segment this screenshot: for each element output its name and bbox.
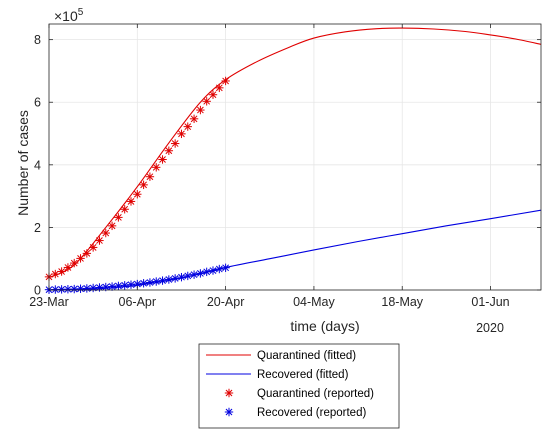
y-tick-label: 8	[34, 33, 41, 47]
legend-item: Recovered (reported)	[224, 407, 366, 419]
data-point	[95, 236, 104, 245]
data-point	[196, 269, 205, 278]
data-point	[221, 263, 230, 272]
data-point	[189, 270, 199, 279]
data-point	[208, 90, 218, 99]
legend-label: Quarantined (reported)	[257, 388, 374, 400]
y-axis-label: Number of cases	[15, 110, 31, 216]
data-point	[126, 197, 136, 206]
data-point	[145, 278, 155, 287]
axes-background	[49, 24, 541, 290]
data-point	[63, 263, 73, 272]
series-recovered-reported	[44, 263, 230, 294]
y-tick-label: 6	[34, 96, 41, 110]
data-point	[208, 266, 218, 275]
x-tick-label: 01-Jun	[471, 295, 509, 309]
data-point	[224, 407, 234, 417]
data-point	[139, 180, 148, 190]
data-point	[133, 190, 142, 199]
data-point	[107, 282, 117, 291]
x-year-label: 2020	[476, 321, 504, 335]
data-point	[145, 172, 155, 181]
legend-item: Quarantined (reported)	[224, 388, 374, 400]
data-point	[215, 264, 224, 274]
data-point	[120, 205, 129, 214]
data-point	[183, 271, 192, 281]
data-point	[170, 274, 180, 283]
series-quarantined-reported	[44, 76, 230, 282]
legend-item: Quarantined (fitted)	[206, 350, 356, 362]
x-tick-label: 18-May	[381, 295, 423, 309]
data-point	[221, 76, 230, 86]
y-tick-label: 2	[34, 221, 41, 235]
series-line	[48, 27, 542, 278]
data-point	[107, 221, 117, 231]
data-point	[70, 258, 79, 268]
data-point	[196, 105, 205, 115]
x-tick-label: 20-Apr	[207, 295, 245, 309]
y-tick-label: 0	[34, 284, 41, 298]
data-point	[82, 249, 92, 258]
plot-area: 23-Mar 06-Apr 20-Apr 04-May 18-May 01-Jun 0 2 4 6…	[29, 23, 542, 309]
data-point	[202, 267, 211, 277]
data-point	[183, 122, 192, 131]
data-point	[224, 388, 234, 398]
series-recovered-fitted	[48, 209, 542, 291]
axes-text: ×105 time (days) Number of cases 2020	[15, 7, 504, 335]
x-tick-label: 23-Mar	[29, 295, 69, 309]
series-layer	[44, 27, 542, 294]
x-tick-label: 04-May	[293, 295, 335, 309]
y-exponent-label: ×105	[54, 7, 84, 24]
legend: Quarantined (fitted) Recovered (fitted) Qu…	[198, 343, 400, 429]
data-point	[158, 276, 167, 285]
data-point	[114, 213, 123, 222]
data-point	[215, 83, 224, 93]
data-point	[76, 254, 85, 263]
data-point	[164, 275, 174, 284]
data-point	[101, 228, 110, 238]
data-point	[120, 281, 129, 290]
series-quarantined-fitted	[48, 27, 542, 278]
data-point	[177, 129, 186, 139]
data-point	[82, 284, 92, 293]
x-axis-label: time (days)	[290, 318, 359, 334]
legend-item: Recovered (fitted)	[206, 369, 349, 381]
axes-box	[48, 23, 542, 291]
data-point	[88, 243, 98, 252]
data-point	[57, 267, 66, 276]
data-point	[114, 281, 123, 291]
legend-box	[198, 343, 400, 429]
data-point	[51, 269, 60, 279]
x-tick-label: 06-Apr	[119, 295, 157, 309]
data-point	[164, 146, 174, 155]
series-line	[48, 209, 542, 291]
data-point	[158, 155, 167, 164]
data-point	[152, 277, 161, 286]
data-point	[170, 139, 180, 148]
data-point	[189, 114, 199, 124]
legend-label: Recovered (reported)	[257, 407, 366, 419]
legend-label: Quarantined (fitted)	[257, 350, 356, 362]
legend-label: Recovered (fitted)	[257, 369, 349, 381]
data-point	[202, 97, 211, 106]
data-point	[152, 163, 161, 172]
data-point	[126, 280, 136, 289]
y-tick-label: 4	[34, 158, 41, 172]
data-point	[139, 279, 148, 288]
data-point	[177, 272, 186, 282]
